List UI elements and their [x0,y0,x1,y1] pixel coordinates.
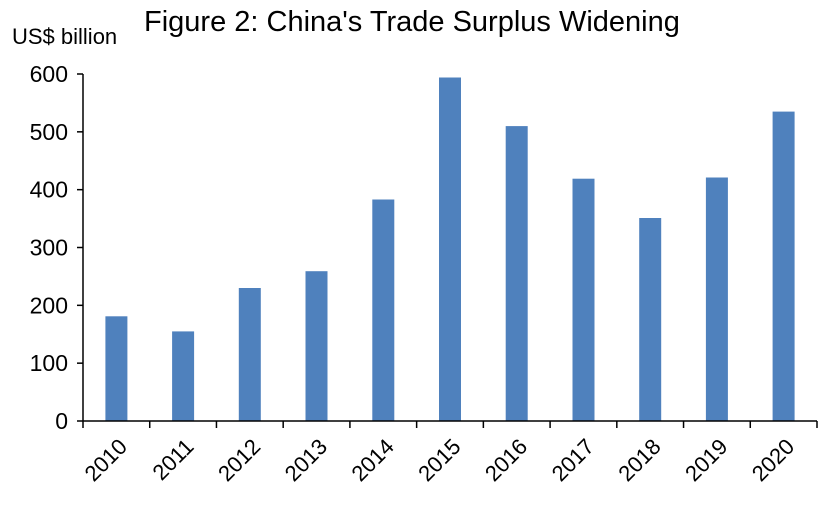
x-tick-label-2018: 2018 [613,434,665,486]
bar-2018 [639,218,662,421]
axes-group [77,73,818,428]
x-tick-label-2015: 2015 [413,434,465,486]
y-tick-label: 0 [55,408,68,434]
chart-title: Figure 2: China's Trade Surplus Widening [144,6,680,38]
bar-2020 [772,111,795,421]
bar-2016 [505,126,528,421]
y-tick-label: 300 [30,235,68,261]
bar-2010 [105,316,128,421]
x-tick-label-2013: 2013 [280,434,332,486]
bars-group [105,77,795,421]
bar-2019 [705,177,728,421]
x-tick-label-2020: 2020 [747,434,799,486]
y-tick-label: 100 [30,350,68,376]
y-tick-label: 200 [30,292,68,318]
y-tick-label: 400 [30,177,68,203]
x-tick-label-2011: 2011 [147,434,198,485]
x-tick-label-2014: 2014 [347,434,399,486]
x-tick-label-2012: 2012 [213,434,265,486]
x-tick-label-2010: 2010 [80,434,132,486]
bar-2013 [305,271,328,421]
y-tick-label: 500 [30,119,68,145]
y-axis-unit-label: US$ billion [12,24,118,49]
bar-2015 [439,77,461,421]
x-tick-label-2017: 2017 [547,434,599,486]
bar-2011 [172,331,195,421]
bar-2014 [372,199,395,421]
x-tick-label-2016: 2016 [480,434,532,486]
x-tick-label-2019: 2019 [680,434,732,486]
y-tick-label: 600 [30,61,68,87]
bar-2017 [572,178,595,421]
bar-2012 [238,288,261,421]
